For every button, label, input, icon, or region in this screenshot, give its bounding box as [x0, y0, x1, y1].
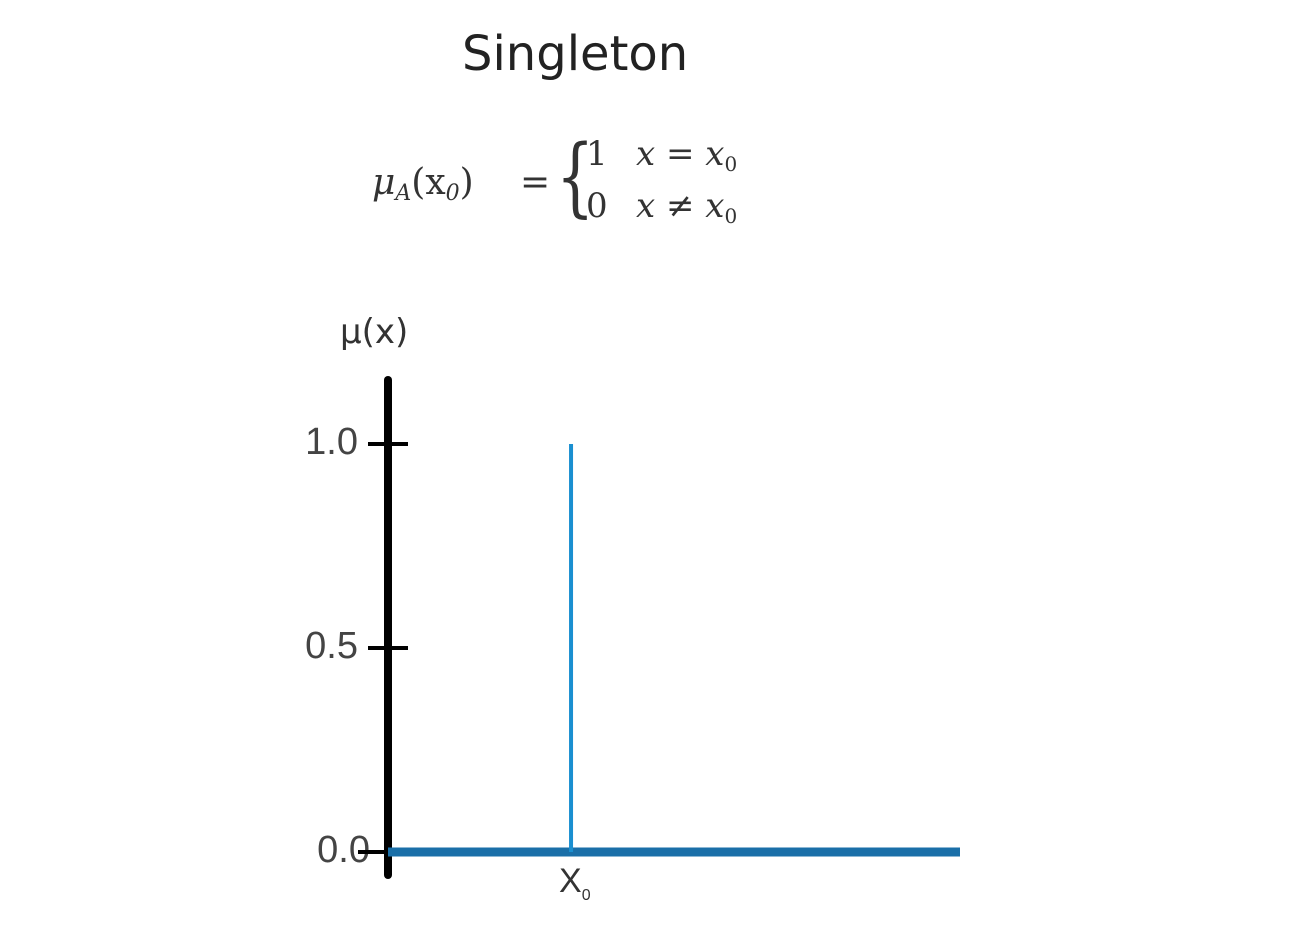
y-axis-label: μ(x): [340, 312, 409, 352]
formula-brace: {: [556, 127, 595, 227]
formula-equals: =: [520, 162, 551, 203]
y-tick-label-1: 0.5: [305, 625, 358, 667]
x-tick-label-x0: X0: [559, 862, 591, 904]
formula-lhs: μA(x0): [372, 162, 474, 206]
chart-title: Singleton: [462, 26, 689, 82]
y-tick-label-2: 1.0: [305, 421, 358, 463]
